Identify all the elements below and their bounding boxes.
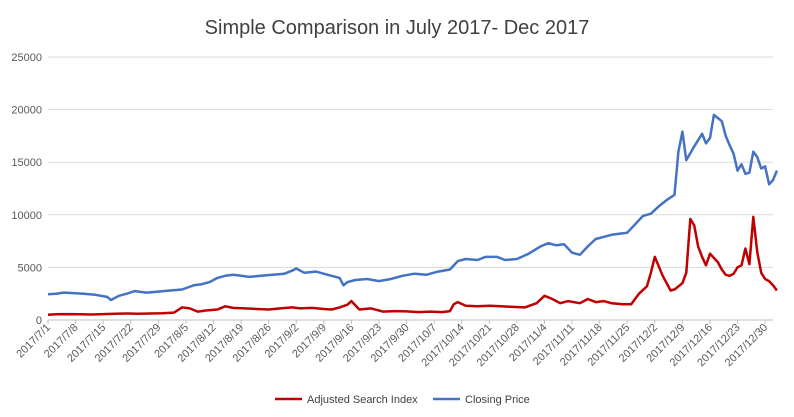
legend-label: Adjusted Search Index — [307, 394, 418, 406]
legend-label: Closing Price — [465, 394, 530, 406]
y-tick-label: 5000 — [18, 262, 42, 274]
y-tick-label: 20000 — [11, 105, 42, 117]
y-tick-label: 15000 — [11, 157, 42, 169]
gridlines — [48, 56, 773, 321]
series-line-closing-price — [47, 113, 779, 302]
y-tick-label: 10000 — [11, 210, 42, 222]
legend: Adjusted Search Index Closing Price — [275, 394, 530, 406]
series-lines — [47, 113, 779, 316]
y-axis-tick-labels: 0 5000 10000 15000 20000 25000 — [11, 52, 42, 327]
y-tick-label: 25000 — [11, 52, 42, 64]
series-line-adjusted-search-index — [47, 215, 778, 316]
chart-title: Simple Comparison in July 2017- Dec 2017 — [205, 17, 590, 39]
x-axis-tick-labels: 2017/7/12017/7/82017/7/152017/7/222017/7… — [14, 320, 770, 369]
y-tick-label: 0 — [36, 315, 42, 327]
